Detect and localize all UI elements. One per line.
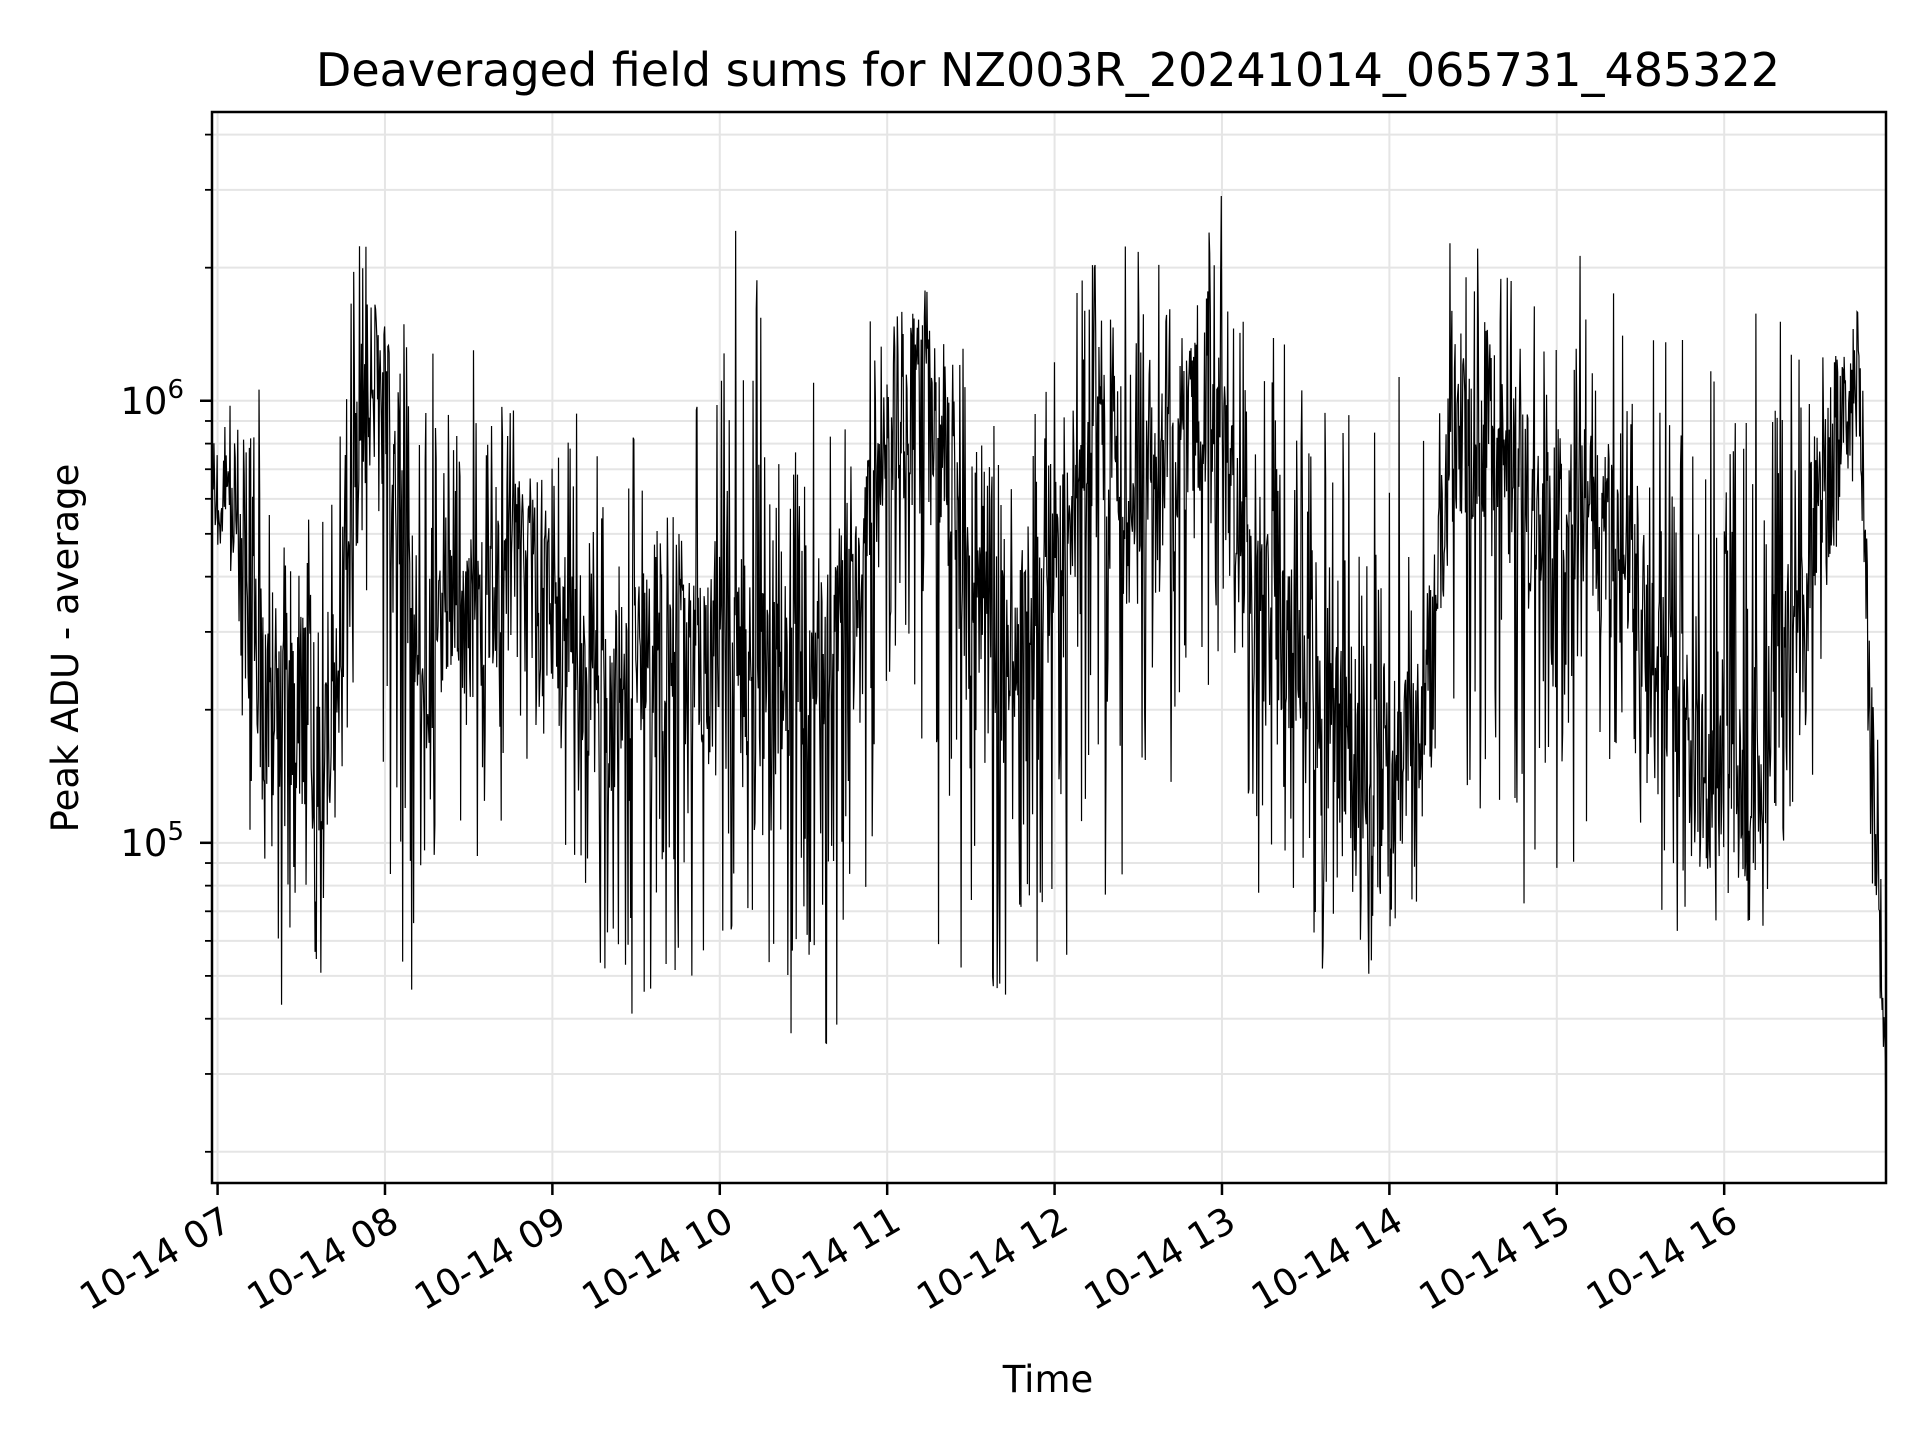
x-axis-label: Time — [1002, 1358, 1094, 1401]
y-tick-label: 105 — [120, 817, 184, 865]
y-axis: 105 106 — [120, 133, 212, 1153]
series-path — [211, 196, 1887, 1155]
y-axis-label: Peak ADU - average — [44, 464, 87, 833]
y-tick-label: 106 — [120, 375, 184, 423]
chart-title: Deaveraged field sums for NZ003R_2024101… — [316, 43, 1780, 97]
series-line — [211, 196, 1887, 1155]
plot-frame — [210, 110, 1888, 1185]
